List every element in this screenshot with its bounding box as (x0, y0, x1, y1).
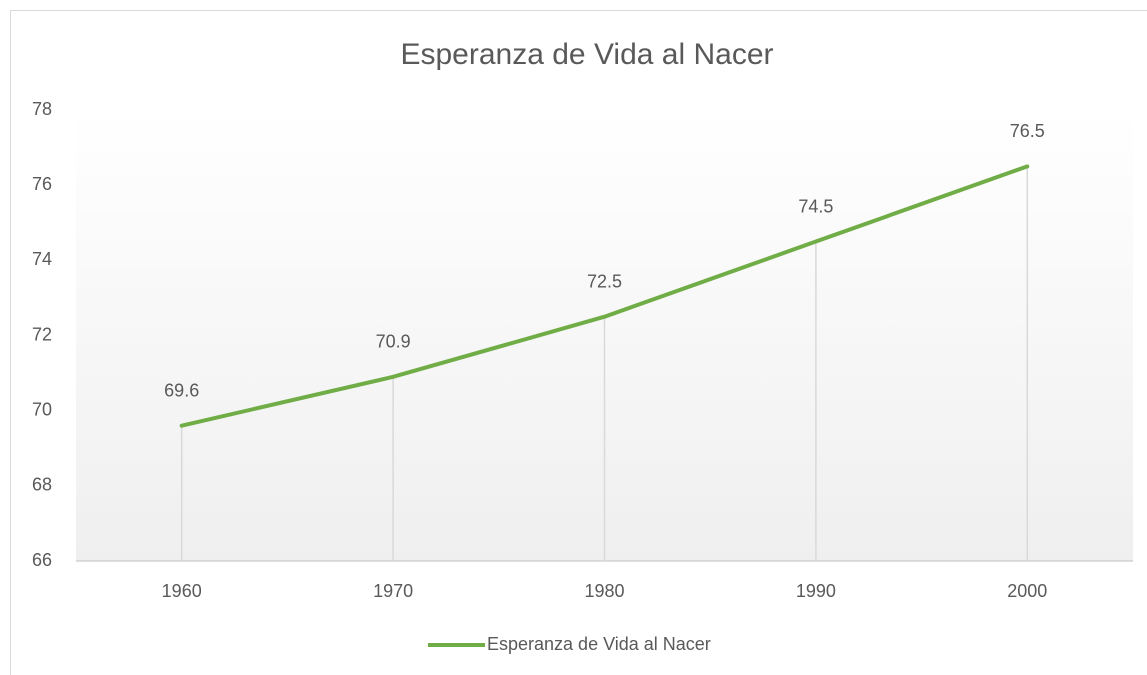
x-tick-label: 1990 (796, 581, 836, 601)
chart-title: Esperanza de Vida al Nacer (400, 38, 773, 71)
x-tick-label: 1980 (584, 581, 624, 601)
data-label: 74.5 (798, 196, 833, 216)
x-tick-label: 2000 (1007, 581, 1047, 601)
data-label: 69.6 (164, 380, 199, 400)
data-label: 76.5 (1010, 121, 1045, 141)
y-tick-label: 78 (32, 99, 52, 119)
legend-label: Esperanza de Vida al Nacer (487, 634, 711, 654)
y-tick-label: 70 (32, 399, 52, 419)
y-tick-label: 68 (32, 475, 52, 495)
x-tick-label: 1970 (373, 581, 413, 601)
chart-border (10, 10, 1147, 675)
data-label: 70.9 (376, 332, 411, 352)
data-label: 72.5 (587, 271, 622, 291)
y-tick-label: 74 (32, 249, 52, 269)
y-tick-label: 72 (32, 324, 52, 344)
y-tick-label: 76 (32, 174, 52, 194)
y-tick-label: 66 (32, 550, 52, 570)
x-tick-label: 1960 (162, 581, 202, 601)
series-line (179, 164, 1030, 428)
